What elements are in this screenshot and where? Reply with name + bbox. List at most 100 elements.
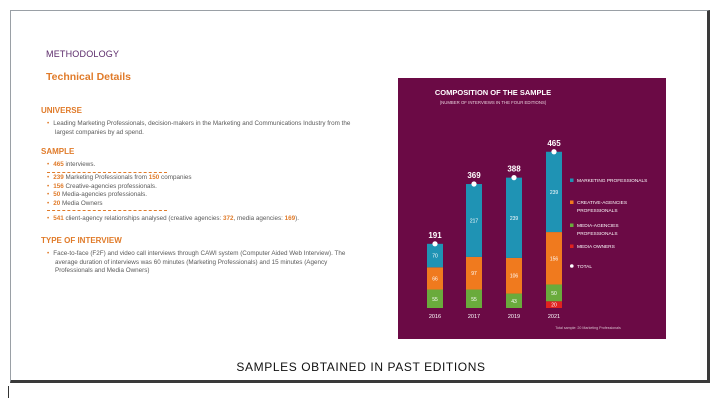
bar-segment	[546, 151, 562, 233]
legend-label: CREATIVE-AGENCIES	[577, 200, 627, 206]
total-label: 388	[507, 165, 521, 174]
total-point	[511, 175, 517, 181]
type-line1: Face-to-face (F2F) and video call interv…	[53, 250, 346, 257]
legend-label: PROFESSIONALS	[577, 208, 618, 214]
data-label: 70	[432, 254, 438, 260]
mo-count: 20	[53, 199, 61, 207]
data-label: 43	[511, 299, 517, 305]
ma-count: 50	[53, 191, 61, 199]
bar-segment	[546, 232, 562, 285]
total-point	[471, 181, 477, 187]
ca-text: Creative-agencies professionals.	[63, 182, 157, 190]
rel-count: 541	[53, 215, 64, 222]
bar-segment	[506, 177, 522, 258]
total-point	[432, 241, 438, 247]
bar-segment	[427, 289, 443, 308]
sample-relationships: • 541 client-agency relationships analyse…	[47, 215, 299, 224]
x-tick-label: 2017	[468, 314, 480, 320]
interviews-text: interviews.	[63, 161, 96, 168]
bar-segment	[546, 284, 562, 302]
data-label: 50	[551, 291, 557, 297]
bullet-icon: •	[47, 120, 50, 127]
separator	[47, 172, 167, 173]
total-point	[551, 149, 557, 155]
ma-text: Media-agencies professionals.	[60, 191, 148, 199]
bullet-icon: •	[47, 199, 50, 207]
rel-mid: , media agencies:	[233, 215, 285, 222]
bar-segment	[546, 301, 562, 308]
sample-interviews: • 465 interviews.	[47, 161, 95, 170]
universe-text: • Leading Marketing Professionals, decisi…	[47, 120, 350, 137]
x-tick-label: 2021	[548, 314, 560, 320]
legend-label: MARKETING PROFESSIONALS	[577, 178, 647, 184]
bar-segment	[466, 256, 482, 290]
total-label: 191	[428, 231, 442, 240]
type-text: • Face-to-face (F2F) and video call inter…	[47, 250, 345, 276]
bullet-icon: •	[47, 250, 50, 257]
text-cursor	[8, 386, 9, 398]
legend-swatch	[570, 244, 574, 248]
sample-heading: SAMPLE	[41, 147, 75, 156]
page-title: Technical Details	[46, 71, 132, 83]
legend-label: MEDIA-AGENCIES	[577, 223, 619, 229]
data-label: 156	[550, 256, 559, 262]
ca-count: 156	[53, 182, 64, 190]
type-line3: Professionals and Media Owners)	[55, 267, 150, 275]
legend-label: PROFESSIONALS	[577, 231, 618, 237]
bar-segment	[506, 293, 522, 308]
bullet-icon: •	[47, 215, 50, 222]
bullet-icon: •	[47, 174, 50, 181]
chart-footnote: Total sample: 20 Marketing Professionals	[555, 326, 621, 330]
chart-title: COMPOSITION OF THE SAMPLE	[435, 88, 551, 97]
bar-segment	[466, 289, 482, 308]
type-line2: average duration of interviews was 60 mi…	[55, 258, 328, 266]
rel-end: ).	[295, 215, 299, 222]
bar-segment	[427, 267, 443, 290]
data-label: 55	[471, 297, 477, 303]
bullet-icon: •	[47, 161, 50, 168]
data-label: 66	[432, 276, 438, 282]
data-label: 239	[510, 216, 519, 222]
rel-ma: 169	[284, 215, 296, 222]
stacked-bar-chart: COMPOSITION OF THE SAMPLE (NUMBER OF INT…	[427, 88, 647, 330]
legend-swatch	[570, 223, 574, 227]
universe-heading: UNIVERSE	[41, 106, 82, 115]
bullet-icon: •	[47, 182, 50, 190]
legend-label: MEDIA OWNERS	[577, 244, 615, 250]
data-label: 106	[510, 274, 519, 280]
sample-breakdown: • 239 Marketing Professionals from 150 co…	[47, 174, 192, 208]
mp-count: 239	[53, 174, 64, 181]
bar-segment	[466, 184, 482, 257]
x-tick-label: 2016	[429, 314, 441, 320]
bar-segment	[427, 243, 443, 268]
rel-ca: 372	[223, 215, 234, 222]
companies-count: 150	[148, 174, 160, 181]
companies-text: companies	[159, 174, 192, 181]
total-label: 465	[547, 139, 561, 148]
universe-line1: Leading Marketing Professionals, decisio…	[53, 120, 351, 127]
mo-text: Media Owners	[60, 199, 103, 207]
data-label: 55	[432, 297, 438, 303]
universe-line2: largest companies by ad spend.	[55, 128, 144, 136]
legend-total-marker	[570, 264, 574, 268]
bar-segment	[506, 257, 522, 294]
legend-label: TOTAL	[577, 264, 592, 270]
data-label: 239	[550, 190, 559, 196]
legend-swatch	[570, 200, 574, 204]
rel-text: client-agency relationships analysed (cr…	[63, 215, 223, 222]
type-heading: TYPE OF INTERVIEW	[41, 236, 122, 245]
total-label: 369	[467, 171, 481, 180]
chart-panel: COMPOSITION OF THE SAMPLE (NUMBER OF INT…	[398, 78, 666, 339]
chart-subtitle: (NUMBER OF INTERVIEWS IN THE FOUR EDITIO…	[440, 100, 547, 105]
data-label: 217	[470, 218, 479, 224]
interviews-count: 465	[53, 161, 64, 168]
separator	[47, 210, 167, 211]
section-label: METHODOLOGY	[46, 49, 120, 59]
caption: SAMPLES OBTAINED IN PAST EDITIONS	[236, 360, 486, 374]
data-label: 97	[471, 271, 477, 277]
mp-text: Marketing Professionals from	[63, 174, 149, 181]
data-label: 20	[551, 303, 557, 309]
bullet-icon: •	[47, 191, 50, 199]
x-tick-label: 2019	[508, 314, 520, 320]
legend-swatch	[570, 178, 574, 182]
